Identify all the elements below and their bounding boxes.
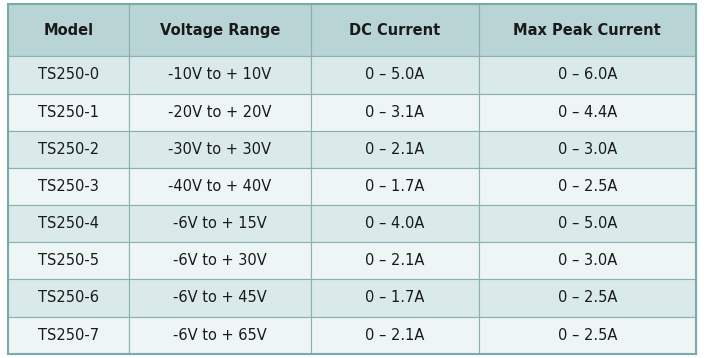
Text: TS250-5: TS250-5 (38, 253, 99, 268)
Text: TS250-1: TS250-1 (38, 105, 99, 120)
Text: TS250-4: TS250-4 (38, 216, 99, 231)
Text: TS250-7: TS250-7 (38, 328, 99, 343)
Text: -6V to + 30V: -6V to + 30V (173, 253, 267, 268)
Bar (310, 279, 479, 316)
Bar (310, 242, 479, 279)
Bar (8, 168, 129, 205)
Text: -6V to + 65V: -6V to + 65V (173, 328, 267, 343)
Text: -6V to + 45V: -6V to + 45V (173, 290, 267, 305)
Text: Max Peak Current: Max Peak Current (513, 23, 661, 38)
Text: TS250-3: TS250-3 (38, 179, 99, 194)
Bar (8, 279, 129, 316)
Bar (479, 279, 696, 316)
Text: 0 – 2.5A: 0 – 2.5A (558, 179, 617, 194)
Bar (310, 4, 479, 56)
Text: DC Current: DC Current (349, 23, 441, 38)
Text: 0 – 2.1A: 0 – 2.1A (365, 142, 425, 157)
Bar (310, 131, 479, 168)
Text: -20V to + 20V: -20V to + 20V (168, 105, 272, 120)
Bar (310, 316, 479, 354)
Bar (479, 168, 696, 205)
Text: Model: Model (44, 23, 94, 38)
Bar (310, 93, 479, 131)
Bar (310, 205, 479, 242)
Text: 0 – 5.0A: 0 – 5.0A (365, 67, 425, 82)
Bar (310, 168, 479, 205)
Text: TS250-2: TS250-2 (38, 142, 99, 157)
Bar (129, 93, 310, 131)
Text: TS250-6: TS250-6 (38, 290, 99, 305)
Bar (479, 93, 696, 131)
Bar (479, 316, 696, 354)
Bar (8, 316, 129, 354)
Text: Voltage Range: Voltage Range (160, 23, 280, 38)
Bar (8, 205, 129, 242)
Bar (129, 242, 310, 279)
Bar (129, 131, 310, 168)
Bar (479, 4, 696, 56)
Bar (8, 93, 129, 131)
Text: 0 – 2.1A: 0 – 2.1A (365, 253, 425, 268)
Text: -10V to + 10V: -10V to + 10V (168, 67, 271, 82)
Bar (479, 242, 696, 279)
Text: 0 – 1.7A: 0 – 1.7A (365, 290, 425, 305)
Text: -40V to + 40V: -40V to + 40V (168, 179, 271, 194)
Bar (129, 4, 310, 56)
Bar (129, 205, 310, 242)
Text: TS250-0: TS250-0 (38, 67, 99, 82)
Text: -30V to + 30V: -30V to + 30V (168, 142, 271, 157)
Bar (479, 131, 696, 168)
Text: 0 – 2.5A: 0 – 2.5A (558, 328, 617, 343)
Bar (479, 205, 696, 242)
Bar (8, 242, 129, 279)
Text: 0 – 6.0A: 0 – 6.0A (558, 67, 617, 82)
Text: 0 – 3.0A: 0 – 3.0A (558, 142, 617, 157)
Bar (129, 168, 310, 205)
Text: 0 – 2.5A: 0 – 2.5A (558, 290, 617, 305)
Text: 0 – 2.1A: 0 – 2.1A (365, 328, 425, 343)
Bar (8, 56, 129, 93)
Bar (129, 316, 310, 354)
Bar (479, 56, 696, 93)
Text: 0 – 4.4A: 0 – 4.4A (558, 105, 617, 120)
Bar (8, 131, 129, 168)
Text: 0 – 3.1A: 0 – 3.1A (365, 105, 425, 120)
Text: 0 – 1.7A: 0 – 1.7A (365, 179, 425, 194)
Text: 0 – 4.0A: 0 – 4.0A (365, 216, 425, 231)
Text: 0 – 5.0A: 0 – 5.0A (558, 216, 617, 231)
Bar (129, 279, 310, 316)
Text: 0 – 3.0A: 0 – 3.0A (558, 253, 617, 268)
Bar (8, 4, 129, 56)
Bar (129, 56, 310, 93)
Text: -6V to + 15V: -6V to + 15V (173, 216, 267, 231)
Bar (310, 56, 479, 93)
